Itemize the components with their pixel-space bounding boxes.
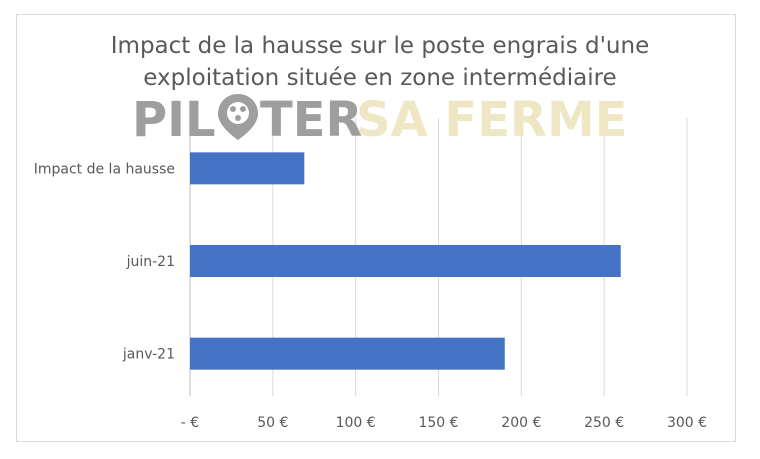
category-label: juin-21 [126, 254, 175, 270]
chart-title-line-1: Impact de la hausse sur le poste engrais… [110, 33, 650, 59]
x-tick-label: 50 € [257, 415, 288, 431]
tick-labels: - € 50 € 100 € 150 € 200 € 250 € 300 € [181, 415, 707, 431]
chart-frame [16, 14, 736, 442]
watermark-text-right: SA FERME [356, 92, 628, 148]
bars [190, 152, 621, 370]
bar [190, 245, 621, 277]
bar [190, 152, 305, 185]
x-tick-label: - € [181, 415, 199, 431]
watermark-text-mid: TER [260, 92, 363, 148]
chart-title: Impact de la hausse sur le poste engrais… [0, 30, 760, 94]
x-tick-label: 200 € [501, 415, 541, 431]
watermark-logo: PIL TER SA FERME [132, 92, 628, 148]
x-tick-label: 300 € [667, 415, 707, 431]
watermark-text-left: PIL [132, 92, 216, 148]
x-tick-label: 150 € [418, 415, 458, 431]
chart-title-line-2: exploitation située en zone intermédiair… [143, 65, 617, 91]
category-label: janv-21 [122, 347, 175, 363]
x-tick-label: 250 € [584, 415, 624, 431]
pin-icon [218, 94, 258, 140]
x-tick-label: 100 € [336, 415, 376, 431]
bar [190, 337, 505, 370]
category-labels: Impact de la hausse juin-21 janv-21 [34, 161, 175, 362]
category-label: Impact de la hausse [34, 161, 175, 177]
